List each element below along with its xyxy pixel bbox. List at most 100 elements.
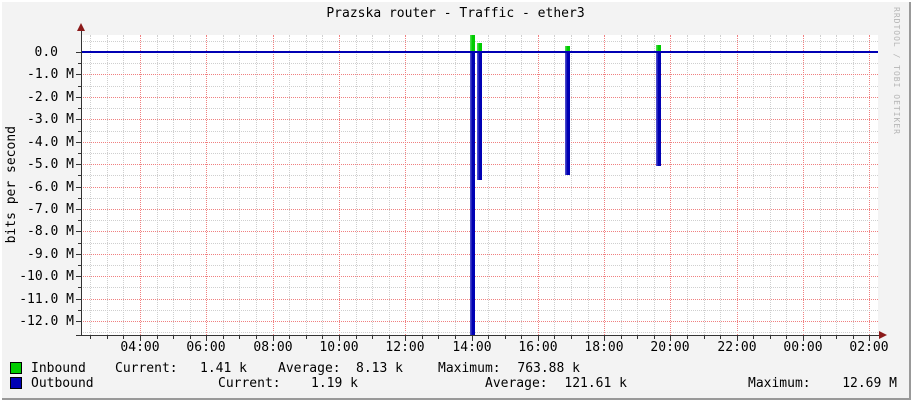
inbound-bar bbox=[565, 46, 570, 52]
y-tick-major bbox=[76, 209, 81, 210]
grid-v-minor bbox=[770, 35, 771, 335]
grid-v-major bbox=[803, 35, 804, 335]
x-tick-minor bbox=[554, 336, 555, 339]
grid-v-minor bbox=[853, 35, 854, 335]
inbound-bar bbox=[470, 35, 475, 52]
x-tick-label: 18:00 bbox=[584, 340, 624, 355]
grid-v-minor bbox=[90, 35, 91, 335]
x-tick-minor bbox=[654, 336, 655, 339]
grid-h-minor bbox=[81, 243, 878, 244]
legend-row-inbound: Inbound Current: 1.41 k Average: 8.13 k … bbox=[0, 361, 911, 376]
x-tick-minor bbox=[356, 336, 357, 339]
y-tick-minor bbox=[78, 63, 81, 64]
y-tick-minor bbox=[78, 243, 81, 244]
y-tick-major bbox=[76, 97, 81, 98]
x-tick-minor bbox=[239, 336, 240, 339]
inbound-current-label: Current: bbox=[115, 361, 178, 376]
inbound-current-value: 1.41 k bbox=[200, 361, 247, 376]
grid-v-major bbox=[670, 35, 671, 335]
y-tick-label: -10.0 M bbox=[19, 269, 74, 284]
x-tick-minor bbox=[853, 336, 854, 339]
grid-h-minor bbox=[81, 220, 878, 221]
grid-v-minor bbox=[256, 35, 257, 335]
x-tick-major bbox=[869, 336, 870, 341]
x-tick-minor bbox=[289, 336, 290, 339]
x-tick-minor bbox=[173, 336, 174, 339]
grid-v-minor bbox=[107, 35, 108, 335]
x-tick-minor bbox=[687, 336, 688, 339]
y-tick-label: -2.0 M bbox=[27, 90, 74, 105]
grid-v-minor bbox=[505, 35, 506, 335]
x-tick-minor bbox=[107, 336, 108, 339]
y-tick-label: -1.0 M bbox=[27, 67, 74, 82]
grid-h-major bbox=[81, 254, 878, 255]
y-tick-minor bbox=[78, 108, 81, 109]
x-tick-minor bbox=[223, 336, 224, 339]
grid-h-major bbox=[81, 276, 878, 277]
x-tick-major bbox=[737, 336, 738, 341]
y-tick-label: 0.0 bbox=[34, 45, 58, 60]
grid-v-minor bbox=[157, 35, 158, 335]
legend-outbound-label: Outbound bbox=[31, 376, 94, 391]
x-tick-minor bbox=[588, 336, 589, 339]
grid-v-minor bbox=[704, 35, 705, 335]
x-tick-minor bbox=[786, 336, 787, 339]
x-tick-minor bbox=[322, 336, 323, 339]
grid-v-major bbox=[140, 35, 141, 335]
x-tick-major bbox=[803, 336, 804, 341]
grid-v-minor bbox=[753, 35, 754, 335]
x-tick-minor bbox=[455, 336, 456, 339]
y-tick-major bbox=[76, 52, 81, 53]
grid-v-minor bbox=[488, 35, 489, 335]
outbound-maximum-value: 12.69 M bbox=[842, 376, 897, 391]
x-tick-major bbox=[405, 336, 406, 341]
x-tick-major bbox=[273, 336, 274, 341]
grid-v-minor bbox=[687, 35, 688, 335]
x-tick-minor bbox=[123, 336, 124, 339]
x-tick-minor bbox=[438, 336, 439, 339]
x-tick-major bbox=[538, 336, 539, 341]
grid-v-major bbox=[405, 35, 406, 335]
x-tick-label: 16:00 bbox=[518, 340, 558, 355]
x-tick-minor bbox=[637, 336, 638, 339]
grid-v-major bbox=[869, 35, 870, 335]
grid-h-major bbox=[81, 299, 878, 300]
y-tick-major bbox=[76, 142, 81, 143]
grid-h-major bbox=[81, 321, 878, 322]
grid-h-minor bbox=[81, 265, 878, 266]
outbound-bar bbox=[477, 52, 482, 180]
inbound-maximum-value: 763.88 k bbox=[517, 361, 580, 376]
x-axis-arrow bbox=[879, 331, 887, 339]
grid-v-minor bbox=[356, 35, 357, 335]
x-tick-minor bbox=[621, 336, 622, 339]
grid-v-minor bbox=[554, 35, 555, 335]
x-tick-minor bbox=[836, 336, 837, 339]
x-tick-minor bbox=[770, 336, 771, 339]
grid-v-major bbox=[206, 35, 207, 335]
inbound-maximum-label: Maximum: bbox=[438, 361, 501, 376]
grid-h-major bbox=[81, 231, 878, 232]
grid-v-minor bbox=[422, 35, 423, 335]
inbound-bar bbox=[656, 45, 661, 52]
y-tick-label: -6.0 M bbox=[27, 180, 74, 195]
inbound-swatch bbox=[10, 362, 22, 374]
x-tick-label: 22:00 bbox=[717, 340, 757, 355]
y-tick-label: -3.0 M bbox=[27, 112, 74, 127]
grid-v-minor bbox=[621, 35, 622, 335]
grid-h-major bbox=[81, 209, 878, 210]
legend-row-outbound: Outbound Current: 1.19 k Average: 121.61… bbox=[0, 376, 911, 391]
outbound-bar bbox=[656, 52, 661, 166]
outbound-current-value: 1.19 k bbox=[311, 376, 358, 391]
grid-v-minor bbox=[820, 35, 821, 335]
x-tick-label: 10:00 bbox=[319, 340, 359, 355]
y-tick-label: -9.0 M bbox=[27, 247, 74, 262]
inbound-average-label: Average: bbox=[278, 361, 341, 376]
outbound-bar bbox=[565, 52, 570, 175]
y-tick-major bbox=[76, 321, 81, 322]
x-tick-label: 08:00 bbox=[253, 340, 293, 355]
x-tick-minor bbox=[90, 336, 91, 339]
outbound-average-value: 121.61 k bbox=[564, 376, 627, 391]
grid-v-minor bbox=[786, 35, 787, 335]
grid-v-minor bbox=[389, 35, 390, 335]
y-tick-label: -7.0 M bbox=[27, 202, 74, 217]
